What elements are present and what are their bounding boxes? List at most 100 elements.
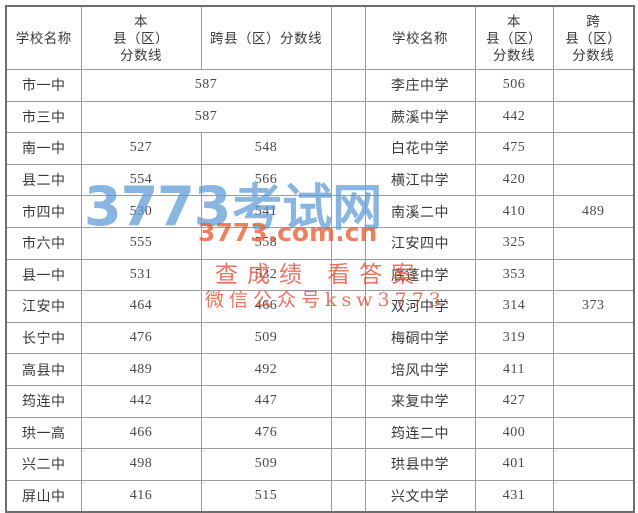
row-spacer-cell	[330, 416, 366, 450]
header-cross-r-line2: 县（区）	[565, 30, 622, 46]
row-local-score-right: 420	[474, 163, 554, 197]
row-spacer-cell	[330, 448, 366, 481]
row-spacer-cell	[330, 132, 366, 165]
header-row: 学校名称 本 县（区） 分数线 跨县（区）分数线 学校名称 本 县（区） 分数线…	[5, 5, 635, 70]
header-local-line3: 分数线	[120, 47, 162, 63]
header-cross-score-left: 跨县（区）分数线	[200, 5, 332, 70]
row-cross-score-left: 509	[200, 448, 332, 481]
row-local-score-right: 353	[474, 258, 554, 292]
row-score-merged-left: 587	[80, 69, 332, 102]
row-cross-score-right: 489	[552, 195, 635, 228]
row-school-right: 底蓬中学	[364, 258, 476, 292]
table-body: 市一中 587 李庄中学 506 市三中 587 蕨溪中学 442 南一中 527 548 白花中学 4…	[5, 69, 635, 513]
row-cross-score-left: 566	[200, 163, 332, 197]
table-row: 县二中 554 566 横江中学 420	[5, 163, 635, 197]
row-cross-score-right: 373	[552, 290, 635, 323]
row-cross-score-left: 515	[200, 479, 332, 513]
row-school-left: 屏山中	[5, 479, 82, 513]
row-school-right: 培风中学	[364, 353, 476, 386]
row-cross-score-right	[552, 226, 635, 260]
row-school-right: 珙县中学	[364, 448, 476, 481]
row-spacer-cell	[330, 69, 366, 102]
table-row: 高县中 489 492 培风中学 411	[5, 353, 635, 386]
row-cross-score-left: 548	[200, 132, 332, 165]
row-spacer-cell	[330, 100, 366, 134]
row-school-right: 梅硐中学	[364, 321, 476, 355]
row-school-left: 市一中	[5, 69, 82, 102]
row-school-right: 兴文中学	[364, 479, 476, 513]
table-row: 筠连中 442 447 来复中学 427	[5, 384, 635, 418]
row-school-left: 县一中	[5, 258, 82, 292]
row-cross-score-left: 509	[200, 321, 332, 355]
table-row: 珙一高 466 476 筠连二中 400	[5, 416, 635, 450]
row-cross-score-left: 447	[200, 384, 332, 418]
row-cross-score-right	[552, 132, 635, 165]
row-cross-score-left: 541	[200, 195, 332, 228]
row-spacer-cell	[330, 479, 366, 513]
row-local-score-right: 400	[474, 416, 554, 450]
row-local-score-right: 427	[474, 384, 554, 418]
row-spacer-cell	[330, 353, 366, 386]
row-local-score-right: 314	[474, 290, 554, 323]
row-school-right: 李庄中学	[364, 69, 476, 102]
header-cross-r-line3: 分数线	[572, 47, 615, 63]
row-local-score-right: 475	[474, 132, 554, 165]
table-row: 长宁中 476 509 梅硐中学 319	[5, 321, 635, 355]
row-spacer-cell	[330, 195, 366, 228]
header-local-line1: 本	[134, 13, 148, 29]
row-school-right: 南溪二中	[364, 195, 476, 228]
row-score-merged-left: 587	[80, 100, 332, 134]
row-cross-score-left: 476	[200, 416, 332, 450]
row-school-right: 来复中学	[364, 384, 476, 418]
table-row: 县一中 531 532 底蓬中学 353	[5, 258, 635, 292]
row-local-score-left: 554	[80, 163, 202, 197]
table-row: 市四中 530 541 南溪二中 410 489	[5, 195, 635, 228]
row-local-score-left: 531	[80, 258, 202, 292]
table-row: 江安中 464 466 双河中学 314 373	[5, 290, 635, 323]
row-cross-score-left: 466	[200, 290, 332, 323]
row-local-score-right: 325	[474, 226, 554, 260]
header-local-r-line3: 分数线	[493, 47, 535, 63]
row-cross-score-right	[552, 479, 635, 513]
row-school-left: 高县中	[5, 353, 82, 386]
row-local-score-right: 401	[474, 448, 554, 481]
screenshot-root: 学校名称 本 县（区） 分数线 跨县（区）分数线 学校名称 本 县（区） 分数线…	[5, 5, 635, 513]
row-local-score-right: 506	[474, 69, 554, 102]
row-cross-score-right	[552, 321, 635, 355]
row-cross-score-right	[552, 416, 635, 450]
row-school-left: 兴二中	[5, 448, 82, 481]
table-row: 市六中 555 558 江安四中 325	[5, 226, 635, 260]
table-header: 学校名称 本 县（区） 分数线 跨县（区）分数线 学校名称 本 县（区） 分数线…	[5, 5, 635, 70]
header-cross-score-right: 跨 县（区） 分数线	[552, 5, 635, 70]
row-local-score-left: 489	[80, 353, 202, 386]
header-cross-r-line1: 跨	[586, 13, 601, 29]
row-school-left: 江安中	[5, 290, 82, 323]
row-school-right: 双河中学	[364, 290, 476, 323]
header-spacer-column	[330, 5, 366, 70]
row-local-score-left: 498	[80, 448, 202, 481]
row-local-score-left: 466	[80, 416, 202, 450]
row-local-score-left: 476	[80, 321, 202, 355]
header-local-r-line2: 县（区）	[486, 30, 542, 46]
row-local-score-left: 527	[80, 132, 202, 165]
row-spacer-cell	[330, 163, 366, 197]
row-school-left: 县二中	[5, 163, 82, 197]
row-cross-score-left: 532	[200, 258, 332, 292]
row-local-score-right: 411	[474, 353, 554, 386]
header-local-r-line1: 本	[507, 13, 521, 29]
score-table: 学校名称 本 县（区） 分数线 跨县（区）分数线 学校名称 本 县（区） 分数线…	[5, 5, 635, 513]
row-local-score-left: 464	[80, 290, 202, 323]
row-cross-score-right	[552, 69, 635, 102]
row-school-left: 南一中	[5, 132, 82, 165]
row-local-score-left: 555	[80, 226, 202, 260]
row-cross-score-left: 492	[200, 353, 332, 386]
row-local-score-left: 530	[80, 195, 202, 228]
row-local-score-right: 442	[474, 100, 554, 134]
row-cross-score-left: 558	[200, 226, 332, 260]
row-school-right: 江安四中	[364, 226, 476, 260]
table-row: 南一中 527 548 白花中学 475	[5, 132, 635, 165]
header-local-line2: 县（区）	[113, 30, 169, 46]
row-local-score-left: 416	[80, 479, 202, 513]
row-school-right: 筠连二中	[364, 416, 476, 450]
row-local-score-left: 442	[80, 384, 202, 418]
